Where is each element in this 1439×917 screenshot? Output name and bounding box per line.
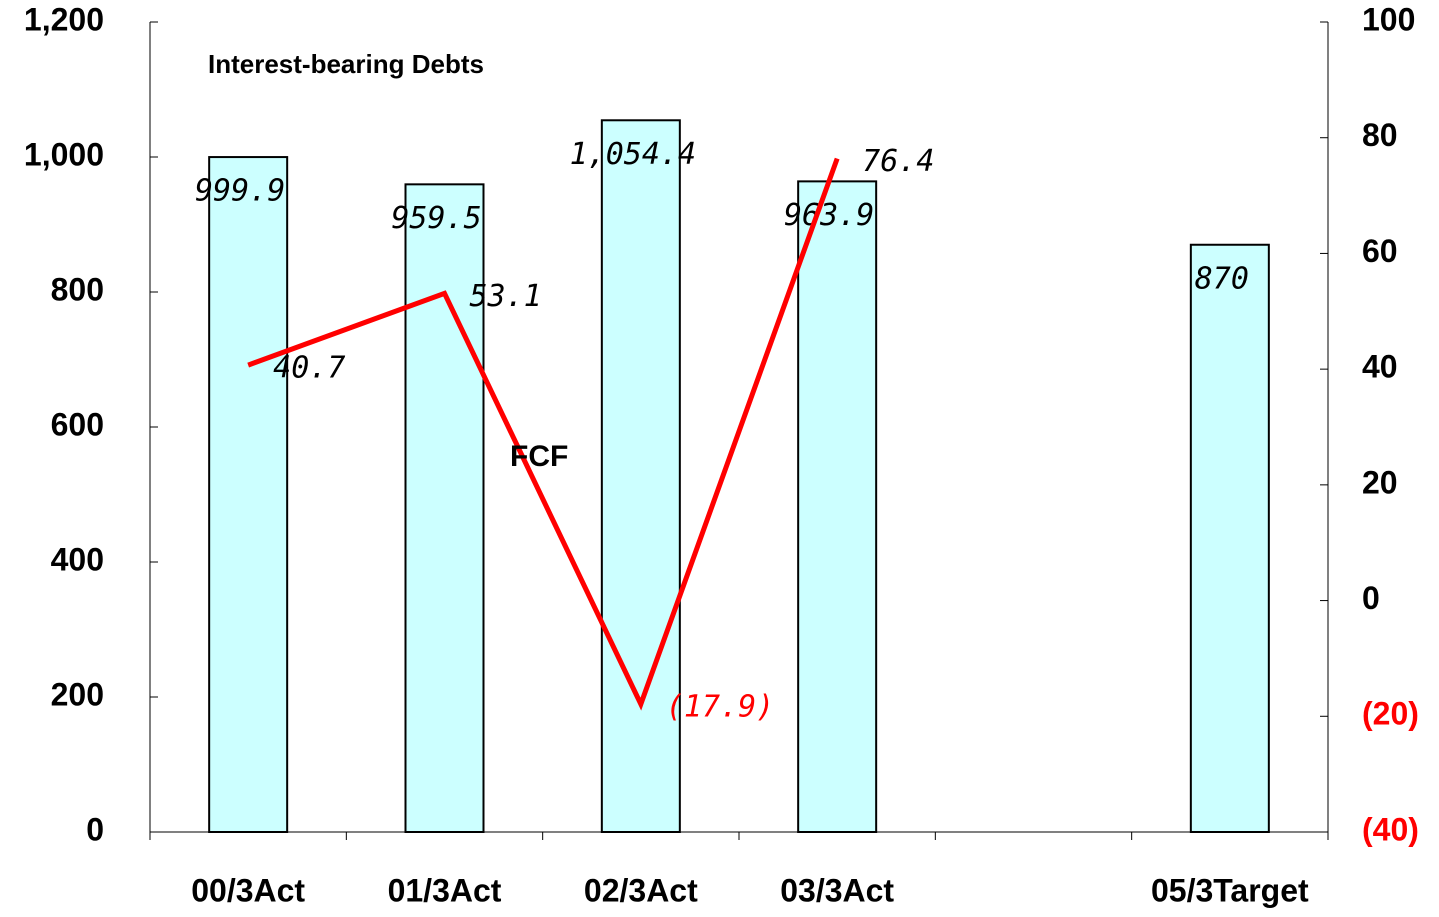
data-label: 1,054.4 — [570, 137, 696, 172]
y-tick-label: 1,000 — [24, 136, 104, 172]
data-label: 53.1 — [470, 279, 542, 314]
y2-tick-label: (20) — [1362, 696, 1419, 732]
bar — [208, 156, 289, 833]
y2-tick-label: (40) — [1362, 811, 1419, 847]
x-tick-label: 01/3Act — [388, 872, 502, 908]
y-tick-label: 200 — [51, 676, 104, 712]
bar — [1189, 243, 1270, 833]
y-tick-label: 0 — [86, 811, 104, 847]
line — [247, 157, 840, 711]
y2-tick-label: 80 — [1362, 117, 1398, 153]
x-tick-label: 00/3Act — [191, 872, 305, 908]
annotation: Interest-bearing Debts — [208, 49, 484, 79]
data-label: 959.5 — [391, 201, 481, 236]
annotation: FCF — [510, 440, 568, 473]
data-label: 76.4 — [862, 144, 934, 179]
x-tick-label: 02/3Act — [584, 872, 698, 908]
y-tick-label: 1,200 — [24, 1, 104, 37]
x-tick-label: 05/3Target — [1151, 872, 1309, 908]
data-label: 870 — [1195, 261, 1249, 296]
bar — [600, 119, 681, 833]
data-label: 963.9 — [784, 198, 874, 233]
y2-tick-label: 0 — [1362, 580, 1380, 616]
y2-tick-label: 40 — [1362, 349, 1398, 385]
y-tick-label: 400 — [51, 541, 104, 577]
x-tick-label: 03/3Act — [780, 872, 894, 908]
y2-tick-label: 100 — [1362, 1, 1415, 37]
data-label: 40.7 — [273, 351, 345, 386]
y-tick-label: 600 — [51, 406, 104, 442]
data-label: 999.9 — [195, 174, 285, 209]
data-label: (17.9) — [666, 690, 774, 725]
y-tick-label: 800 — [51, 271, 104, 307]
bar — [797, 180, 878, 833]
y2-tick-label: 60 — [1362, 233, 1398, 269]
y2-tick-label: 20 — [1362, 464, 1398, 500]
